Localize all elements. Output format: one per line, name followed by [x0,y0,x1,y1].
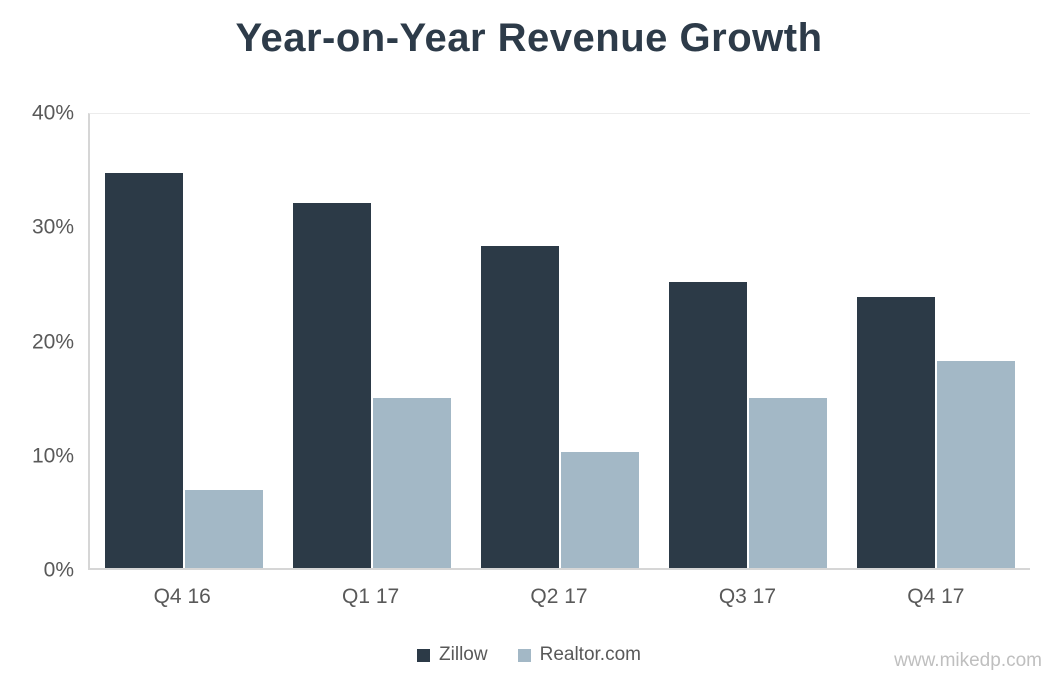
bar-group-q4-16 [105,114,263,568]
bar-realtor-com-q2-17 [561,452,639,568]
legend-label-zillow: Zillow [439,644,488,665]
chart-title: Year-on-Year Revenue Growth [235,16,823,60]
y-tick-20-: 20% [31,330,74,353]
bar-zillow-q2-17 [481,245,559,568]
legend-swatch-zillow [417,648,431,662]
legend-item-realtor-com: Realtor.com [517,644,641,666]
x-label-q2-17: Q2 17 [530,585,588,608]
y-tick-10-: 10% [31,444,74,468]
y-axis: 0% 10% 20% 30% 40% [0,103,74,581]
bar-realtor-com-q3-17 [749,397,827,568]
x-label-q4-16: Q4 16 [153,585,211,608]
bar-zillow-q4-16 [105,173,183,568]
x-label-q1-17: Q1 17 [342,585,400,608]
legend-swatch-realtor-com [517,648,531,662]
legend-label-realtor-com: Realtor.com [539,644,641,665]
legend-item-zillow: Zillow [417,644,488,666]
legend: Zillow Realtor.com [0,644,1058,666]
bar-realtor-com-q1-17 [373,397,451,568]
bar-zillow-q1-17 [293,202,371,568]
y-tick-0-: 0% [43,558,74,582]
y-tick-30-: 30% [31,215,74,239]
bar-zillow-q4-17 [857,296,935,568]
x-label-q4-17: Q4 17 [907,585,965,608]
y-tick-40-: 40% [31,101,74,125]
x-label-q3-17: Q3 17 [718,585,777,608]
bar-group-q4-17 [857,114,1015,568]
bar-realtor-com-q4-17 [937,361,1015,568]
watermark: www.mikedp.com [894,650,1042,671]
bar-group-q1-17 [293,114,451,568]
plot-area [88,113,1030,570]
bar-group-q3-17 [669,114,827,568]
bar-group-q2-17 [481,114,639,568]
x-axis: Q4 16 Q1 17 Q2 17 Q3 17 Q4 17 [88,585,1030,609]
bar-zillow-q3-17 [669,281,747,568]
bar-realtor-com-q4-16 [185,489,263,568]
